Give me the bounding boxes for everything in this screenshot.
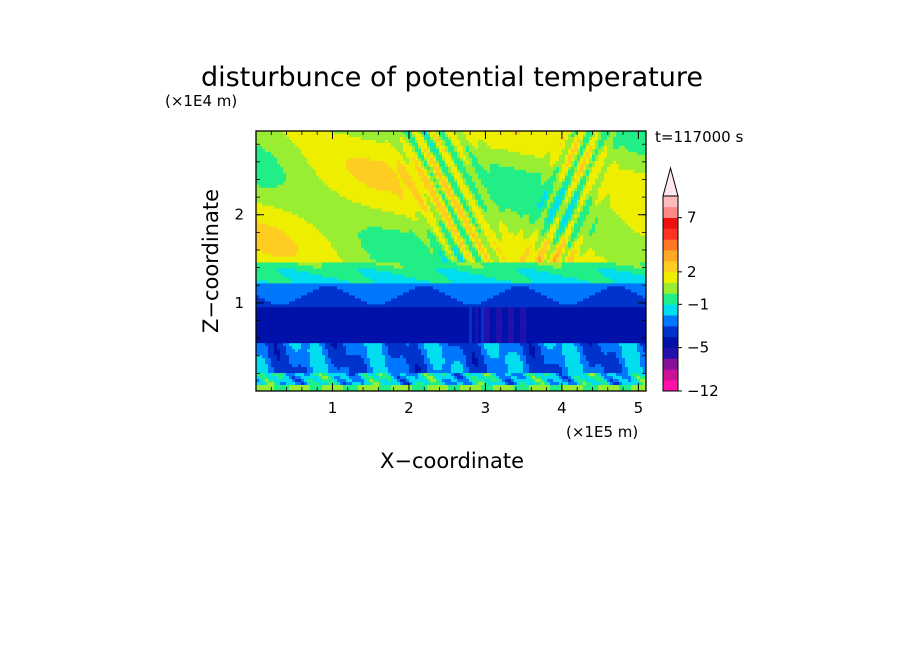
colorbar-swatch <box>663 206 678 218</box>
chart-title: disturbunce of potential temperature <box>201 62 703 93</box>
x-unit-label: (×1E5 m) <box>566 423 638 441</box>
colorbar-swatch <box>663 336 678 348</box>
colorbar-extend-arrow <box>662 166 679 197</box>
x-tick-label: 3 <box>481 399 491 417</box>
x-axis-title: X−coordinate <box>380 449 524 473</box>
colorbar-swatch <box>663 282 678 294</box>
colorbar-label: −5 <box>687 339 709 357</box>
colorbar-frame <box>662 195 679 392</box>
colorbar-swatch <box>663 250 678 262</box>
colorbar-swatch <box>663 239 678 251</box>
x-tick-label: 1 <box>328 399 338 417</box>
y-tick-label: 1 <box>234 294 244 312</box>
x-tick-label: 2 <box>404 399 414 417</box>
y-unit-label: (×1E4 m) <box>165 92 237 110</box>
colorbar-swatch <box>663 196 678 208</box>
colorbar-label: −12 <box>687 382 719 400</box>
colorbar-swatch <box>663 315 678 327</box>
colorbar-swatch <box>663 293 678 305</box>
contour-cells <box>256 131 647 392</box>
colorbar-swatch <box>663 369 678 381</box>
colorbar-swatch <box>663 217 678 229</box>
plot-area <box>255 130 647 392</box>
colorbar: −12−5−127 <box>662 166 719 400</box>
time-label: t=117000 s <box>655 128 743 146</box>
colorbar-swatch <box>663 347 678 359</box>
plot-frame <box>255 130 647 392</box>
colorbar-swatch <box>663 326 678 338</box>
colorbar-label: −1 <box>687 295 709 313</box>
axis-ticks: 1 2 3 4 5 1 2 <box>234 131 646 417</box>
x-tick-label: 5 <box>634 399 644 417</box>
colorbar-swatch <box>663 380 678 392</box>
x-tick-label: 4 <box>557 399 567 417</box>
colorbar-swatch <box>663 271 678 283</box>
colorbar-label: 2 <box>687 263 697 281</box>
y-axis-title: Z−coordinate <box>199 189 223 333</box>
colorbar-swatch <box>663 228 678 240</box>
colorbar-label: 7 <box>687 209 697 227</box>
colorbar-swatch <box>663 358 678 370</box>
colorbar-swatch <box>663 261 678 273</box>
y-tick-label: 2 <box>234 206 244 224</box>
colorbar-swatch <box>663 304 678 316</box>
